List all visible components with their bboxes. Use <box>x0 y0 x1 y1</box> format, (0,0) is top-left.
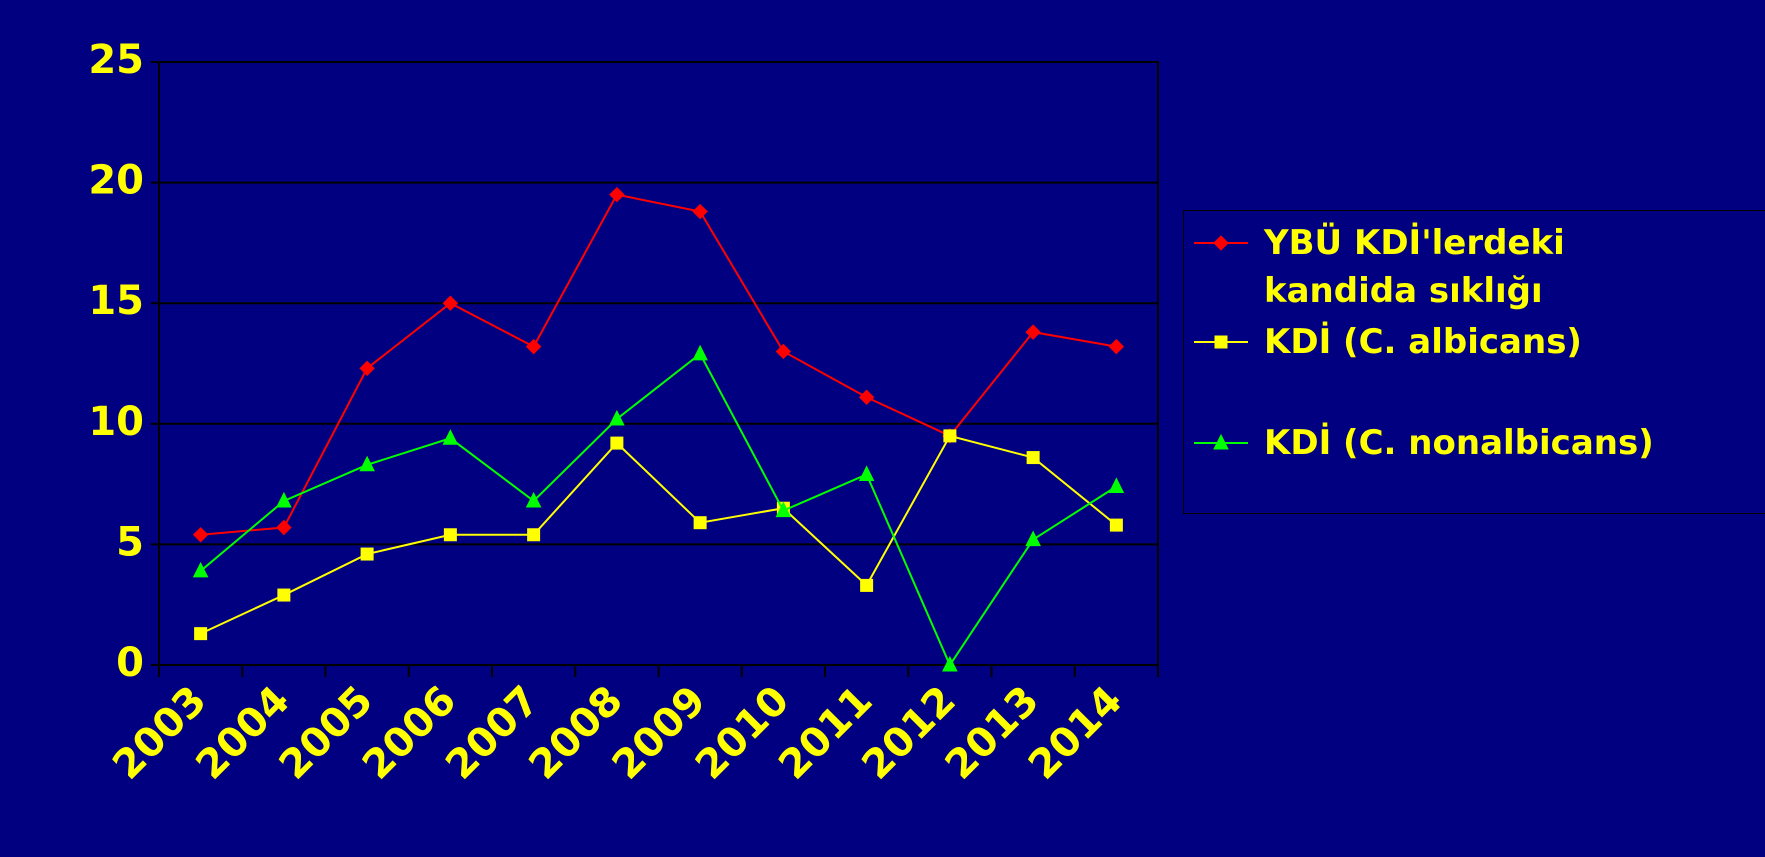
marker <box>192 561 209 578</box>
legend-entry: KDİ (C. nonalbicans) <box>1184 419 1654 467</box>
x-tick-label: 2009 <box>604 677 715 788</box>
marker <box>1108 338 1125 355</box>
y-tick-label: 25 <box>88 37 144 83</box>
marker <box>858 389 875 405</box>
marker <box>192 527 209 543</box>
marker <box>610 436 624 450</box>
y-tick-label: 5 <box>116 519 144 565</box>
marker <box>360 547 374 561</box>
series-line <box>200 434 1118 635</box>
marker <box>359 455 375 472</box>
x-tick-label: 2014 <box>1020 677 1131 788</box>
marker <box>1025 530 1041 547</box>
marker <box>194 627 208 641</box>
y-tick-label: 15 <box>88 278 144 324</box>
marker <box>775 343 792 360</box>
x-tick-label: 2010 <box>687 677 798 788</box>
marker <box>525 338 542 355</box>
marker <box>1213 235 1229 251</box>
y-tick-label: 10 <box>88 399 144 445</box>
marker <box>443 528 457 542</box>
y-tick-label: 20 <box>88 158 144 204</box>
x-tick-label: 2004 <box>187 677 298 788</box>
legend-label: KDİ (C. albicans) <box>1264 322 1582 362</box>
marker <box>943 429 957 443</box>
marker <box>693 516 707 530</box>
legend: YBÜ KDİ'lerdeki kandida sıklığı KDİ (C. a… <box>1183 210 1765 514</box>
legend-entry: YBÜ KDİ'lerdeki kandida sıklığı <box>1184 219 1654 315</box>
marker <box>359 360 375 377</box>
marker <box>609 409 625 426</box>
marker <box>692 344 708 361</box>
marker <box>1109 518 1123 532</box>
marker <box>1213 433 1229 450</box>
marker <box>276 491 292 508</box>
marker <box>860 578 874 592</box>
marker <box>692 203 708 220</box>
marker <box>1108 477 1125 494</box>
legend-label: YBÜ KDİ'lerdeki kandida sıklığı <box>1264 223 1565 311</box>
marker <box>1026 451 1040 465</box>
legend-swatch <box>1194 433 1248 450</box>
marker <box>609 186 625 203</box>
marker <box>442 295 459 311</box>
marker <box>942 655 958 672</box>
marker <box>276 519 292 536</box>
series-line <box>199 352 1117 668</box>
x-tick-label: 2003 <box>104 677 215 788</box>
marker <box>525 491 542 508</box>
x-tick-label: 2011 <box>770 677 881 788</box>
marker <box>1214 335 1228 349</box>
marker <box>527 528 541 542</box>
marker <box>1025 324 1041 340</box>
marker <box>442 429 459 445</box>
x-tick-label: 2008 <box>520 677 631 788</box>
series-line <box>200 193 1117 536</box>
x-tick-label: 2005 <box>271 677 382 788</box>
marker <box>277 588 291 602</box>
x-tick-label: 2012 <box>853 677 964 788</box>
legend-swatch <box>1194 335 1248 349</box>
legend-swatch <box>1194 235 1248 251</box>
x-tick-label: 2013 <box>937 677 1048 788</box>
x-tick-label: 2006 <box>354 677 465 788</box>
legend-label: KDİ (C. nonalbicans) <box>1264 423 1654 463</box>
marker <box>775 501 792 518</box>
legend-entry: KDİ (C. albicans) <box>1184 318 1654 366</box>
marker <box>858 465 875 481</box>
y-tick-label: 0 <box>116 640 144 686</box>
x-tick-label: 2007 <box>437 677 548 788</box>
